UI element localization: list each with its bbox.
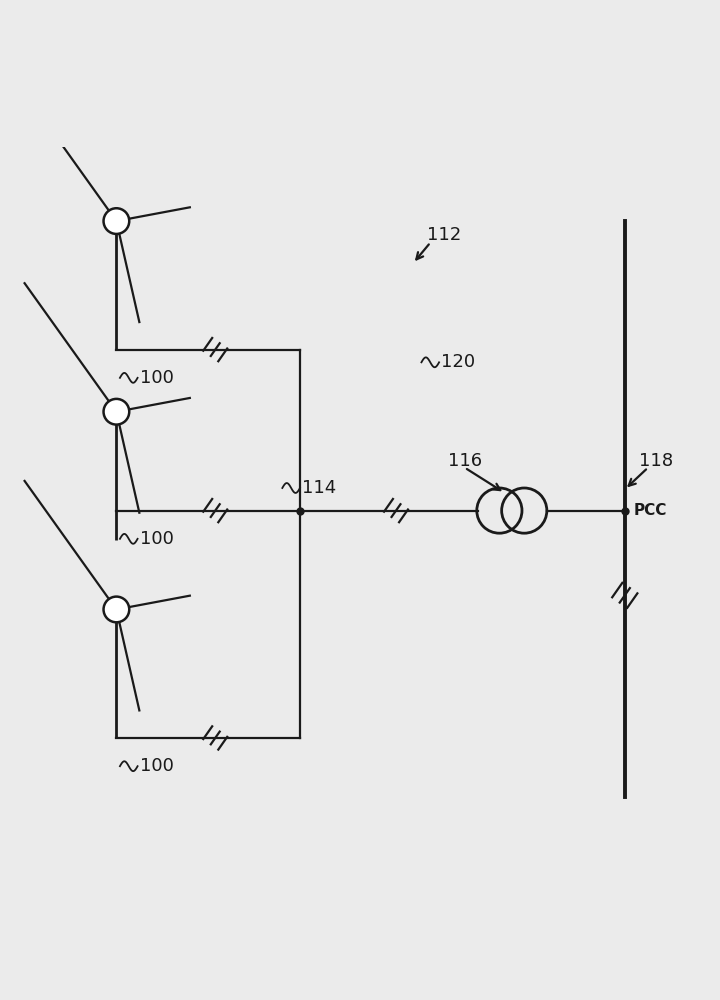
Circle shape xyxy=(104,399,130,425)
Text: 116: 116 xyxy=(449,452,482,470)
Circle shape xyxy=(104,208,130,234)
Text: 100: 100 xyxy=(140,369,174,387)
Text: 118: 118 xyxy=(639,452,673,470)
Text: 112: 112 xyxy=(427,226,462,244)
Text: 114: 114 xyxy=(302,479,336,497)
Circle shape xyxy=(104,597,130,622)
Text: 100: 100 xyxy=(140,757,174,775)
Text: PCC: PCC xyxy=(634,503,667,518)
Text: 100: 100 xyxy=(140,530,174,548)
Text: 120: 120 xyxy=(441,353,475,371)
